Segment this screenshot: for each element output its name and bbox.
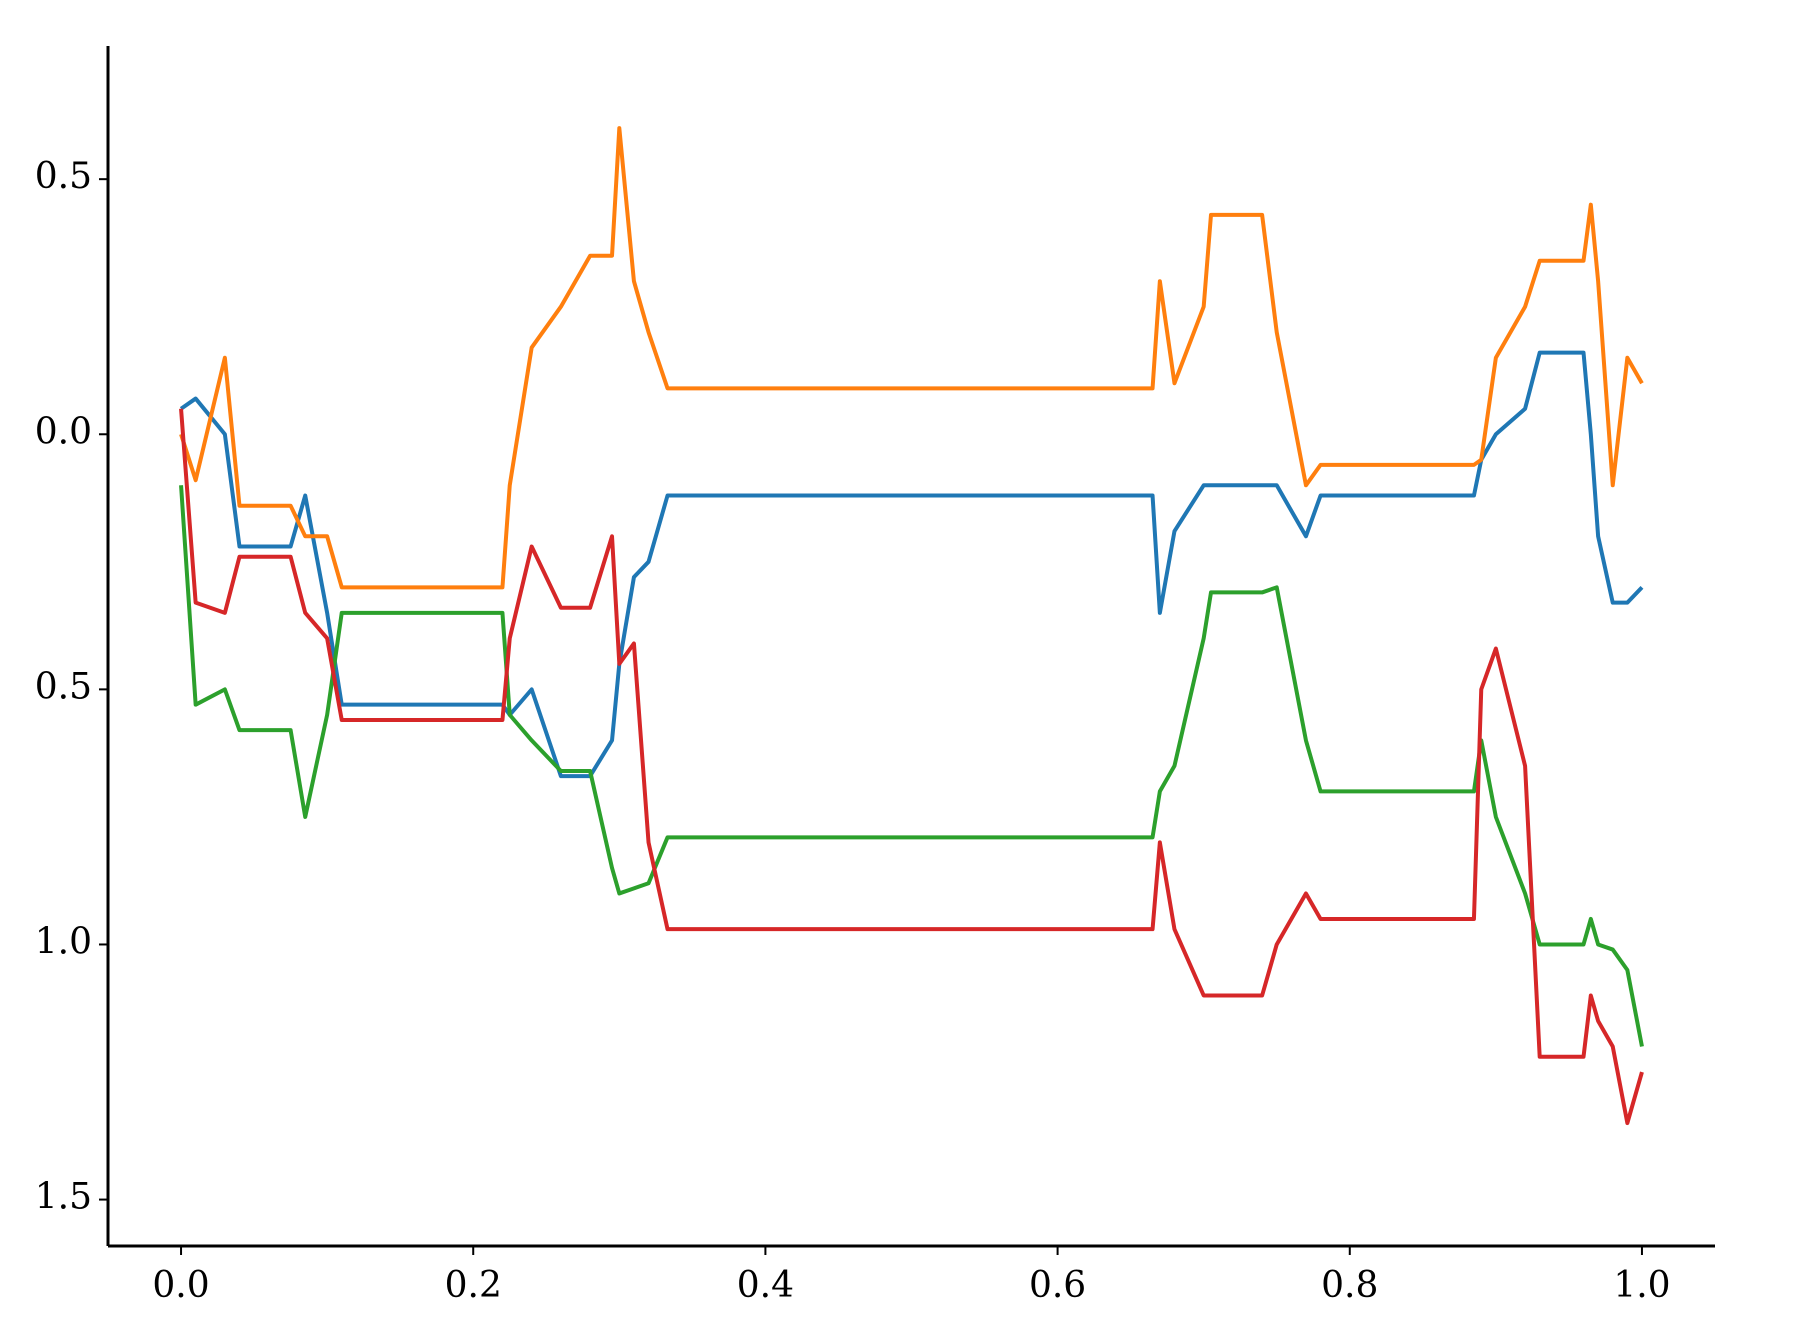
x-tick-label: 0.0 [152, 1265, 209, 1306]
x-tick-label: 0.8 [1321, 1265, 1378, 1306]
x-tick-label: 1.0 [1613, 1265, 1670, 1306]
series-line [179, 126, 1644, 590]
y-tick-label: 1.0 [35, 921, 92, 962]
x-tick-label: 0.6 [1029, 1265, 1086, 1306]
y-tick-label: 1.5 [35, 1177, 92, 1218]
series-line [179, 350, 1644, 779]
y-tick-label: 0.5 [35, 156, 92, 197]
y-tick-label: 0.0 [35, 411, 92, 452]
x-tick-label: 0.2 [445, 1265, 502, 1306]
series-line [179, 485, 1644, 1047]
y-tick-label: 0.5 [35, 666, 92, 707]
series-line [179, 408, 1644, 1126]
x-tick-label: 0.4 [737, 1265, 794, 1306]
